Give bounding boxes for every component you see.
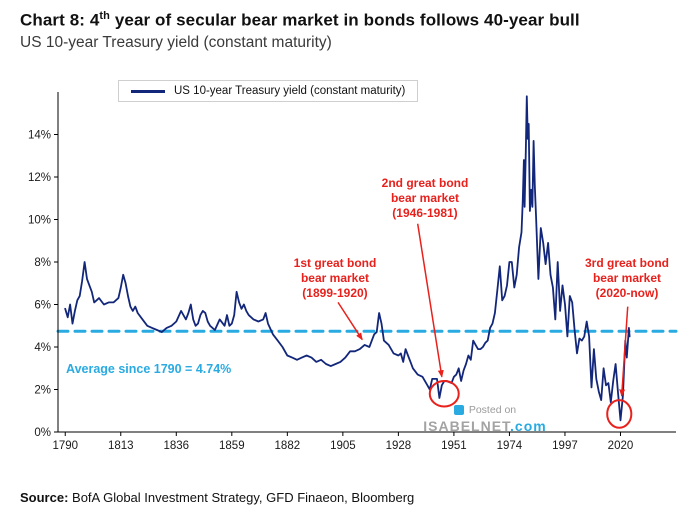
chart-plot-area: 0% 2% 4% 6% 8% 10% 12% 14% 1790 1813 1836 1859 1882 1… (10, 74, 690, 466)
svg-text:1813: 1813 (108, 440, 134, 452)
svg-text:2%: 2% (34, 385, 51, 397)
svg-text:1859: 1859 (219, 440, 245, 452)
watermark-posted-on: Posted on (410, 404, 560, 416)
annotation-first-bear-market: 1st great bond bear market (1899-1920) (266, 256, 404, 301)
svg-text:1974: 1974 (497, 440, 523, 452)
svg-text:1790: 1790 (52, 440, 78, 452)
legend-line-swatch (131, 89, 165, 93)
annotation-line: 2nd great bond (381, 176, 469, 190)
legend: US 10-year Treasury yield (constant matu… (118, 80, 419, 102)
chart-title-prefix: Chart 8: 4 (20, 10, 100, 30)
watermark-site-name: ISABELNET.com (410, 418, 560, 434)
annotation-third-bear-market: 3rd great bond bear market (2020-now) (558, 256, 696, 301)
svg-text:10%: 10% (28, 215, 51, 227)
annotation-line: 3rd great bond (584, 256, 669, 270)
svg-text:1882: 1882 (275, 440, 301, 452)
svg-text:1997: 1997 (552, 440, 578, 452)
source-text: BofA Global Investment Strategy, GFD Fin… (68, 490, 415, 505)
svg-text:2020: 2020 (608, 440, 634, 452)
watermark: Posted on ISABELNET.com (410, 404, 560, 434)
yield-line-chart: 0% 2% 4% 6% 8% 10% 12% 14% 1790 1813 1836 1859 1882 1… (28, 92, 678, 452)
source-label: Source: (20, 490, 69, 505)
svg-text:0%: 0% (34, 427, 51, 439)
watermark-isabelnet: ISABELNET (423, 418, 511, 434)
svg-text:6%: 6% (34, 300, 51, 312)
svg-text:1951: 1951 (441, 440, 467, 452)
annotation-line: (1899-1920) (302, 286, 368, 300)
svg-text:14%: 14% (28, 130, 51, 142)
legend-label: US 10-year Treasury yield (constant matu… (174, 85, 406, 97)
watermark-dot-com: .com (510, 418, 547, 434)
annotation-line: (1946-1981) (392, 206, 458, 220)
chart-title-superscript: th (99, 10, 111, 22)
annotation-line: bear market (390, 191, 460, 205)
isabelnet-logo-icon (453, 405, 464, 415)
chart-header: Chart 8: 4th year of secular bear market… (20, 10, 680, 52)
annotation-second-bear-market: 2nd great bond bear market (1946-1981) (356, 176, 494, 221)
svg-text:12%: 12% (28, 172, 51, 184)
average-since-1790-label: Average since 1790 = 4.74% (66, 362, 232, 376)
svg-text:1836: 1836 (163, 440, 189, 452)
annotation-line: (2020-now) (595, 286, 659, 300)
chart-title: Chart 8: 4th year of secular bear market… (20, 10, 680, 31)
annotation-line: bear market (592, 271, 662, 285)
svg-text:1905: 1905 (330, 440, 356, 452)
svg-text:8%: 8% (34, 257, 51, 269)
annotation-line: bear market (300, 271, 370, 285)
svg-text:4%: 4% (34, 342, 51, 354)
annotation-line: 1st great bond (293, 256, 377, 270)
source-line: Source: BofA Global Investment Strategy,… (20, 490, 414, 505)
watermark-posted-text: Posted on (468, 404, 517, 416)
svg-text:1928: 1928 (386, 440, 412, 452)
chart-title-rest: year of secular bear market in bonds fol… (110, 10, 580, 30)
chart-subtitle: US 10-year Treasury yield (constant matu… (20, 33, 332, 51)
